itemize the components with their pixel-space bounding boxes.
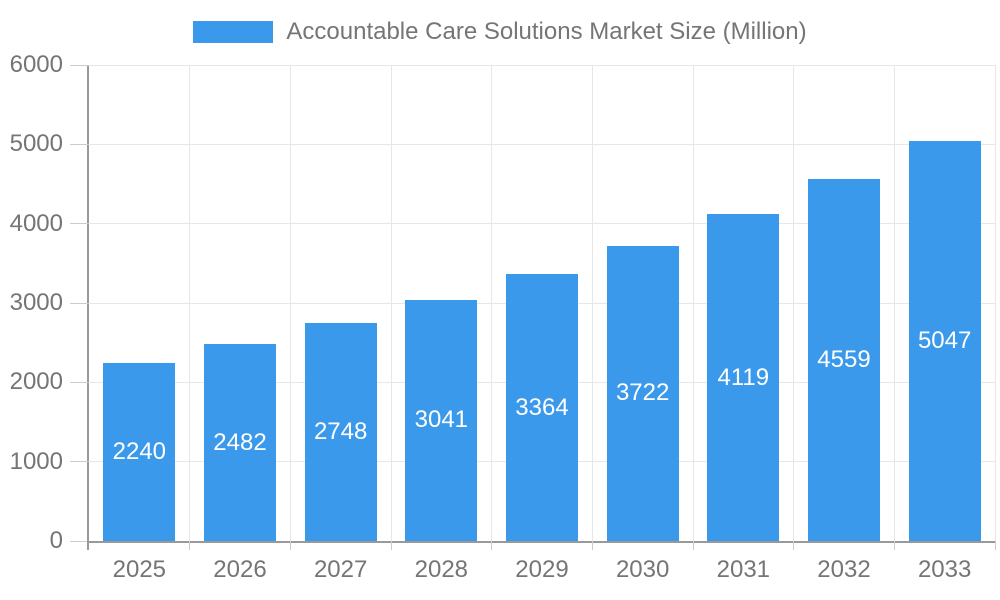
x-axis-tick (994, 541, 996, 550)
y-tick-label: 2000 (9, 368, 63, 396)
x-tick-label: 2028 (414, 556, 469, 583)
x-tick-label: 2033 (917, 556, 972, 583)
x-axis-tick (692, 541, 694, 550)
bar[interactable]: 4559 (808, 179, 880, 541)
bar[interactable]: 5047 (908, 140, 981, 541)
h-gridline (89, 143, 995, 145)
x-tick-label: 2027 (313, 556, 368, 583)
v-gridline (793, 65, 795, 541)
v-gridline (289, 65, 291, 541)
h-gridline (89, 64, 995, 66)
y-axis-tick (70, 302, 89, 304)
x-tick-label: 2031 (716, 556, 771, 583)
bar[interactable]: 2240 (103, 363, 176, 541)
bar-value-label: 3364 (515, 393, 569, 421)
y-tick-label: 4000 (9, 209, 63, 237)
bar[interactable]: 2748 (304, 322, 377, 541)
legend-swatch (193, 21, 274, 43)
x-tick-label: 2032 (817, 556, 871, 583)
bar-value-label: 2482 (213, 428, 267, 456)
bar[interactable]: 3041 (405, 299, 478, 541)
x-tick-label: 2030 (615, 556, 670, 583)
v-gridline (189, 65, 191, 541)
y-axis-tick (70, 381, 89, 383)
bar[interactable]: 2482 (204, 344, 276, 541)
v-gridline (591, 65, 593, 541)
bar[interactable]: 3364 (506, 274, 578, 541)
x-axis-tick (793, 541, 795, 550)
y-axis-tick (70, 143, 89, 145)
y-axis-tick (70, 461, 89, 463)
y-tick-label: 1000 (9, 447, 63, 475)
v-gridline (994, 65, 996, 541)
legend-label: Accountable Care Solutions Market Size (… (286, 18, 807, 45)
x-axis-tick (390, 541, 392, 550)
v-gridline (893, 65, 895, 541)
y-axis-tick (70, 223, 89, 225)
v-gridline (491, 65, 493, 541)
v-gridline (692, 65, 694, 541)
x-axis-tick (491, 541, 493, 550)
plot-area: 0 1000 2000 3000 4000 5000 6000 2025 2240 2026 248… (10, 51, 996, 583)
y-tick-label: 6000 (9, 51, 63, 78)
v-gridline (390, 65, 392, 541)
x-axis-tick (289, 541, 291, 550)
h-gridline (89, 223, 995, 225)
x-tick-label: 2025 (112, 556, 167, 583)
y-axis-tick (70, 64, 89, 66)
x-axis-tick (893, 541, 895, 550)
bar-value-label: 2240 (112, 438, 167, 466)
chart-legend[interactable]: Accountable Care Solutions Market Size (… (0, 20, 1000, 44)
x-axis-tick (189, 541, 191, 550)
bar-value-label: 4559 (817, 346, 871, 374)
x-axis-tick (591, 541, 593, 550)
bar-value-label: 3041 (414, 406, 469, 434)
bar-value-label: 2748 (313, 417, 368, 445)
y-axis-tick (70, 540, 89, 542)
bar[interactable]: 4119 (707, 214, 780, 541)
x-tick-label: 2026 (213, 556, 267, 583)
y-tick-label: 3000 (9, 289, 63, 316)
bar-value-label: 3722 (615, 379, 670, 407)
y-axis-extension (87, 541, 89, 550)
y-tick-label: 5000 (9, 130, 63, 158)
bar-value-label: 5047 (917, 326, 972, 354)
bar[interactable]: 3722 (606, 245, 679, 541)
x-tick-label: 2029 (515, 556, 569, 583)
bar-value-label: 4119 (717, 363, 770, 391)
y-tick-label: 0 (49, 527, 63, 554)
